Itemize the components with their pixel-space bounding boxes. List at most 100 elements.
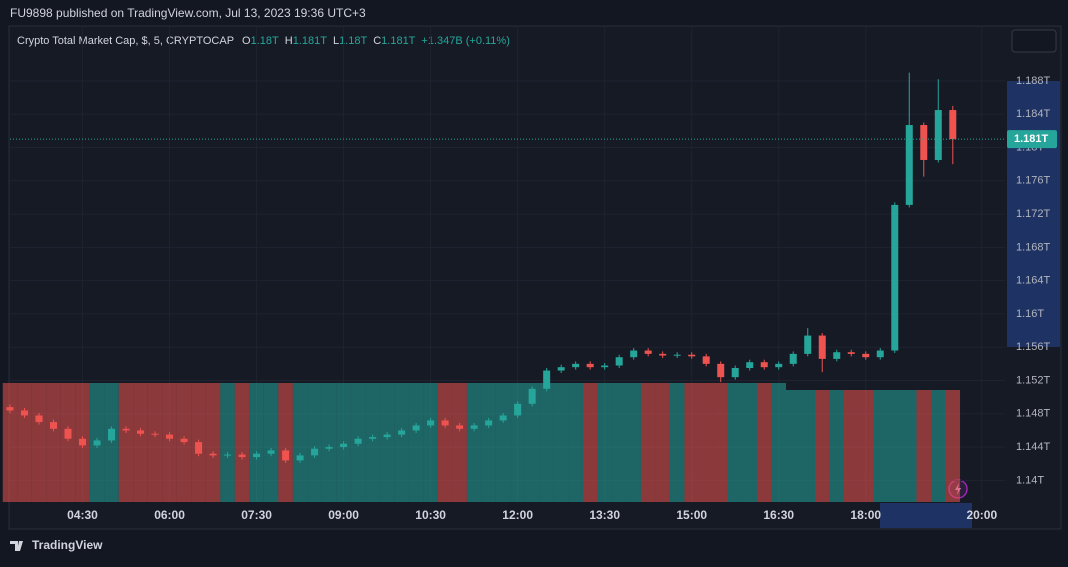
y-tick-label: 1.176T bbox=[1016, 175, 1051, 187]
volume-bar bbox=[640, 383, 656, 502]
candle-body bbox=[934, 110, 942, 160]
legend-key: H bbox=[285, 35, 293, 47]
volume-bar bbox=[800, 390, 815, 502]
volume-bar bbox=[466, 383, 482, 502]
volume-bar bbox=[60, 383, 76, 502]
candle-body bbox=[601, 365, 609, 368]
candle-body bbox=[151, 433, 159, 435]
volume-bar bbox=[2, 383, 18, 502]
volume-bar bbox=[902, 390, 917, 502]
x-tick-label: 15:00 bbox=[676, 508, 707, 522]
candle-body bbox=[209, 453, 217, 456]
volume-bar bbox=[756, 383, 772, 502]
candle-body bbox=[499, 415, 507, 421]
candle-body bbox=[891, 204, 899, 351]
y-tick-label: 1.172T bbox=[1016, 208, 1051, 220]
volume-bar bbox=[873, 390, 888, 502]
candle-body bbox=[818, 335, 826, 359]
candle-body bbox=[862, 353, 870, 358]
y-range-highlight bbox=[1007, 81, 1060, 347]
volume-bar bbox=[31, 383, 47, 502]
y-tick-label: 1.188T bbox=[1016, 75, 1051, 87]
candle-body bbox=[673, 354, 681, 356]
candle-body bbox=[572, 363, 580, 368]
volume-bar bbox=[844, 390, 859, 502]
volume-bar bbox=[568, 383, 583, 502]
candle-body bbox=[369, 437, 377, 439]
candle-body bbox=[630, 350, 638, 358]
y-tick-label: 1.144T bbox=[1016, 441, 1051, 453]
volume-bar bbox=[510, 383, 525, 502]
candle-body bbox=[21, 410, 29, 416]
y-tick-label: 1.156T bbox=[1016, 341, 1051, 353]
volume-bar bbox=[524, 383, 540, 502]
volume-bar bbox=[626, 383, 641, 502]
volume-bar bbox=[698, 383, 714, 502]
candle-body bbox=[253, 453, 261, 458]
volume-bar bbox=[147, 383, 163, 502]
volume-bar bbox=[17, 383, 32, 502]
x-tick-label: 13:30 bbox=[589, 508, 620, 522]
candle-body bbox=[717, 363, 725, 378]
candle-body bbox=[383, 434, 391, 438]
volume-bar bbox=[307, 383, 322, 502]
volume-bar bbox=[916, 390, 932, 502]
legend-value: 1.181T bbox=[381, 35, 416, 47]
candle-body bbox=[528, 388, 536, 404]
x-tick-label: 10:30 bbox=[415, 508, 446, 522]
volume-bar bbox=[713, 383, 728, 502]
y-tick-label: 1.14T bbox=[1016, 474, 1044, 486]
logo bbox=[10, 541, 23, 551]
candle-body bbox=[586, 363, 594, 368]
volume-bar bbox=[727, 383, 743, 502]
volume-bar bbox=[539, 383, 554, 502]
y-tick-label: 1.164T bbox=[1016, 275, 1051, 287]
volume-bar bbox=[162, 383, 177, 502]
volume-bar bbox=[234, 383, 250, 502]
volume-bar bbox=[118, 383, 134, 502]
candle-body bbox=[35, 415, 43, 423]
volume-bar bbox=[684, 383, 699, 502]
volume-bar bbox=[945, 390, 961, 502]
legend-key: L bbox=[333, 35, 339, 47]
y-tick-label: 1.152T bbox=[1016, 374, 1051, 386]
volume-bar bbox=[669, 383, 685, 502]
candle-body bbox=[325, 447, 333, 449]
x-range-highlight bbox=[880, 503, 972, 528]
candle-body bbox=[731, 368, 739, 378]
candle-body bbox=[760, 362, 768, 368]
candle-body bbox=[789, 353, 797, 364]
x-tick-label: 04:30 bbox=[67, 508, 98, 522]
candle-body bbox=[180, 438, 188, 443]
candle-body bbox=[137, 430, 145, 434]
volume-bar bbox=[931, 390, 946, 502]
volume-bar bbox=[742, 383, 757, 502]
candle-body bbox=[847, 352, 855, 354]
symbol: Crypto Total Market Cap, $, 5, CRYPTOCAP bbox=[17, 35, 234, 47]
candle-body bbox=[746, 362, 754, 369]
candle-body bbox=[456, 425, 464, 429]
candle-body bbox=[354, 438, 362, 444]
volume-bar bbox=[249, 383, 264, 502]
x-tick-label: 18:00 bbox=[850, 508, 881, 522]
volume-bar bbox=[437, 383, 453, 502]
volume-bar bbox=[553, 383, 569, 502]
volume-bar bbox=[887, 390, 903, 502]
volume-bar bbox=[278, 383, 293, 502]
publisher: FU9898 published on TradingView.com, Jul… bbox=[10, 6, 366, 20]
x-tick-label: 16:30 bbox=[763, 508, 794, 522]
volume-bar bbox=[321, 383, 337, 502]
volume-bar bbox=[133, 383, 148, 502]
button[interactable] bbox=[1011, 29, 1057, 53]
brand: TradingView bbox=[32, 538, 103, 552]
volume-bar bbox=[46, 383, 61, 502]
candle-body bbox=[340, 443, 348, 448]
candle-body bbox=[282, 450, 290, 461]
legend-value: 1.18T bbox=[339, 35, 367, 47]
candle-body bbox=[876, 350, 884, 358]
candle-body bbox=[543, 370, 551, 389]
volume-bar bbox=[292, 383, 308, 502]
candle-body bbox=[166, 434, 174, 439]
candle-body bbox=[920, 125, 928, 160]
